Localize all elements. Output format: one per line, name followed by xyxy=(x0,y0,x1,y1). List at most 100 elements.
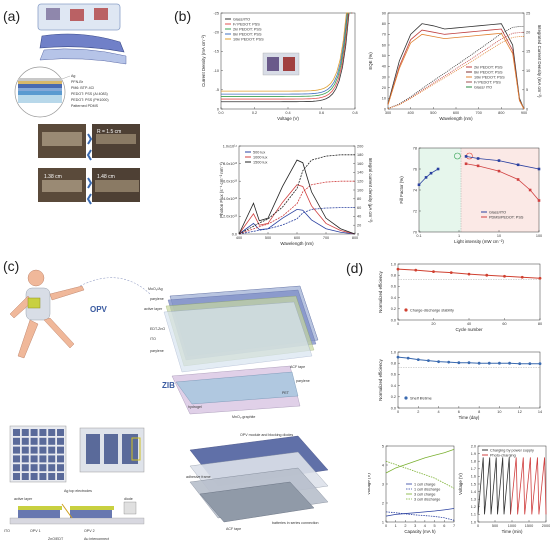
y-tick-label: 1 xyxy=(382,520,384,524)
device-pattern-top xyxy=(46,8,108,21)
legend-label: 2k/ PEDOT: PSS xyxy=(474,65,503,69)
y-tick-label: -20 xyxy=(214,31,220,35)
ff-series-1 xyxy=(465,163,540,201)
capacity-series-3 xyxy=(385,511,455,521)
y2-axis-label: Integral current density (μA cm⁻²) xyxy=(368,158,373,223)
photon-integral-0 xyxy=(238,207,355,235)
y-tick-label: 4.0x10¹³ xyxy=(223,197,238,201)
stability-point xyxy=(503,274,506,278)
stability-point xyxy=(432,270,435,274)
x-tick-label: 0.1 xyxy=(416,234,421,238)
x-tick-label: 5 xyxy=(434,524,436,528)
photon-integral-1 xyxy=(238,180,355,235)
x-tick-label: 1 xyxy=(458,234,460,238)
x-tick-label: 500 xyxy=(430,111,436,115)
x-tick-label: 0.4 xyxy=(285,111,290,115)
jv-series-1 xyxy=(221,12,352,100)
y2-tick-label: 0 xyxy=(526,107,528,111)
photo-label-length-2: 1.48 cm xyxy=(97,174,115,180)
eqe-series-0 xyxy=(387,23,525,110)
x-tick-label: 0.6 xyxy=(319,111,324,115)
x-tick-label: 8 xyxy=(478,410,480,414)
stability-point xyxy=(520,275,524,279)
y-tick-label: 4 xyxy=(382,463,384,467)
photo-label-length-1: 1.38 cm xyxy=(44,174,62,180)
y-tick-label: 70 xyxy=(382,33,386,37)
grid-cell xyxy=(48,437,56,445)
grid-cell xyxy=(57,464,64,472)
y2-tick-label: 160 xyxy=(357,162,363,166)
legend-label: F/ PEDOT: PSS xyxy=(233,22,260,26)
jv-series-0 xyxy=(221,12,353,103)
y-tick-label: -15 xyxy=(214,50,220,54)
x-tick-label: 2 xyxy=(417,410,419,414)
x-axis-label: Voltage (V) xyxy=(277,116,299,121)
y-tick-label: 5 xyxy=(382,444,384,448)
x-tick-label: 80 xyxy=(538,322,542,326)
x-tick-label: 1000 xyxy=(508,524,516,528)
cs-label-opv1: OPV 1 xyxy=(30,529,41,533)
ff-point xyxy=(537,167,541,171)
y-tick-label: 6.0x10¹³ xyxy=(223,180,238,184)
y-tick-label: 0.8 xyxy=(391,274,396,278)
x-axis-label: Wavelength (nm) xyxy=(439,116,473,121)
y-axis-label: Voltage (V) xyxy=(458,473,463,495)
fill-factor-chart: 0.1 1 10 100 70 72 74 76 78 Light intensity (mW c… xyxy=(399,146,542,244)
legend-marker xyxy=(404,396,408,400)
x-tick-label: 6 xyxy=(443,524,445,528)
y-tick-label: 50 xyxy=(382,54,386,58)
panel-label-b: (b) xyxy=(174,8,192,24)
y-tick-label: 2 xyxy=(382,501,384,505)
flexible-substrate xyxy=(39,33,125,53)
panel-label-c: (c) xyxy=(3,258,20,274)
x-tick-label: 800 xyxy=(352,236,358,240)
jv-curve-chart: 0.0 0.2 0.4 0.6 0.8 0 -5 -10 -15 -20 -25 Voltage (V… xyxy=(201,11,358,121)
module-label-frame: adhesive frame xyxy=(186,475,211,479)
x-tick-label: 0 xyxy=(477,524,479,528)
y-tick-label: -10 xyxy=(214,69,220,73)
callout-ito: ITO xyxy=(150,337,156,341)
x-axis-label: Wavelength (nm) xyxy=(280,241,314,246)
stability-point xyxy=(437,360,440,364)
y2-tick-label: 100 xyxy=(357,188,363,192)
x-tick-label: 500 xyxy=(492,524,498,528)
x-tick-label: 12 xyxy=(518,410,522,414)
x-tick-label: 10 xyxy=(497,234,501,238)
grid-cell xyxy=(30,455,38,463)
ff-point xyxy=(464,155,468,158)
legend-marker xyxy=(404,308,408,312)
callout-edt-zno: EDT-ZnO xyxy=(150,327,165,331)
y2-tick-label: 40 xyxy=(357,215,361,219)
x-tick-label: 14 xyxy=(538,410,542,414)
x-tick-label: 700 xyxy=(323,236,329,240)
x-tick-label: 300 xyxy=(385,111,391,115)
x-tick-label: 60 xyxy=(502,322,506,326)
y2-tick-label: 200 xyxy=(357,144,363,148)
legend-label: PDMS/PEDOT: PSS xyxy=(489,215,524,219)
grid-cell xyxy=(13,473,20,480)
y-tick-label: 72 xyxy=(413,209,417,213)
legend-label: 3 cell charge xyxy=(414,492,436,496)
grid-cell xyxy=(48,455,56,463)
x-tick-label: 0 xyxy=(397,410,399,414)
module-exploded-view xyxy=(189,435,329,523)
layer-label-pedot-4083: PEDOT: PSS (Al 4083) xyxy=(71,92,108,96)
panel-label-a: (a) xyxy=(3,8,21,24)
y2-tick-label: 0 xyxy=(357,232,359,236)
legend-label: Glass/ ITO xyxy=(474,85,492,89)
y-tick-label: 0.4 xyxy=(391,384,396,388)
stability-point xyxy=(406,356,410,360)
y2-tick-label: 20 xyxy=(357,224,361,228)
legend-label: Shelf lifetime xyxy=(410,396,432,400)
x-tick-label: 0.8 xyxy=(352,111,357,115)
stability-point xyxy=(427,359,430,363)
ff-point xyxy=(537,199,541,202)
y-tick-label: -25 xyxy=(214,11,220,15)
legend-label: Photo-charging xyxy=(490,453,516,457)
x-tick-label: 0.0 xyxy=(218,111,223,115)
legend-label: 1 cell discharge xyxy=(414,487,440,491)
x-tick-label: 600 xyxy=(294,236,300,240)
grid-cell xyxy=(48,473,56,480)
grid-cell xyxy=(39,437,47,445)
